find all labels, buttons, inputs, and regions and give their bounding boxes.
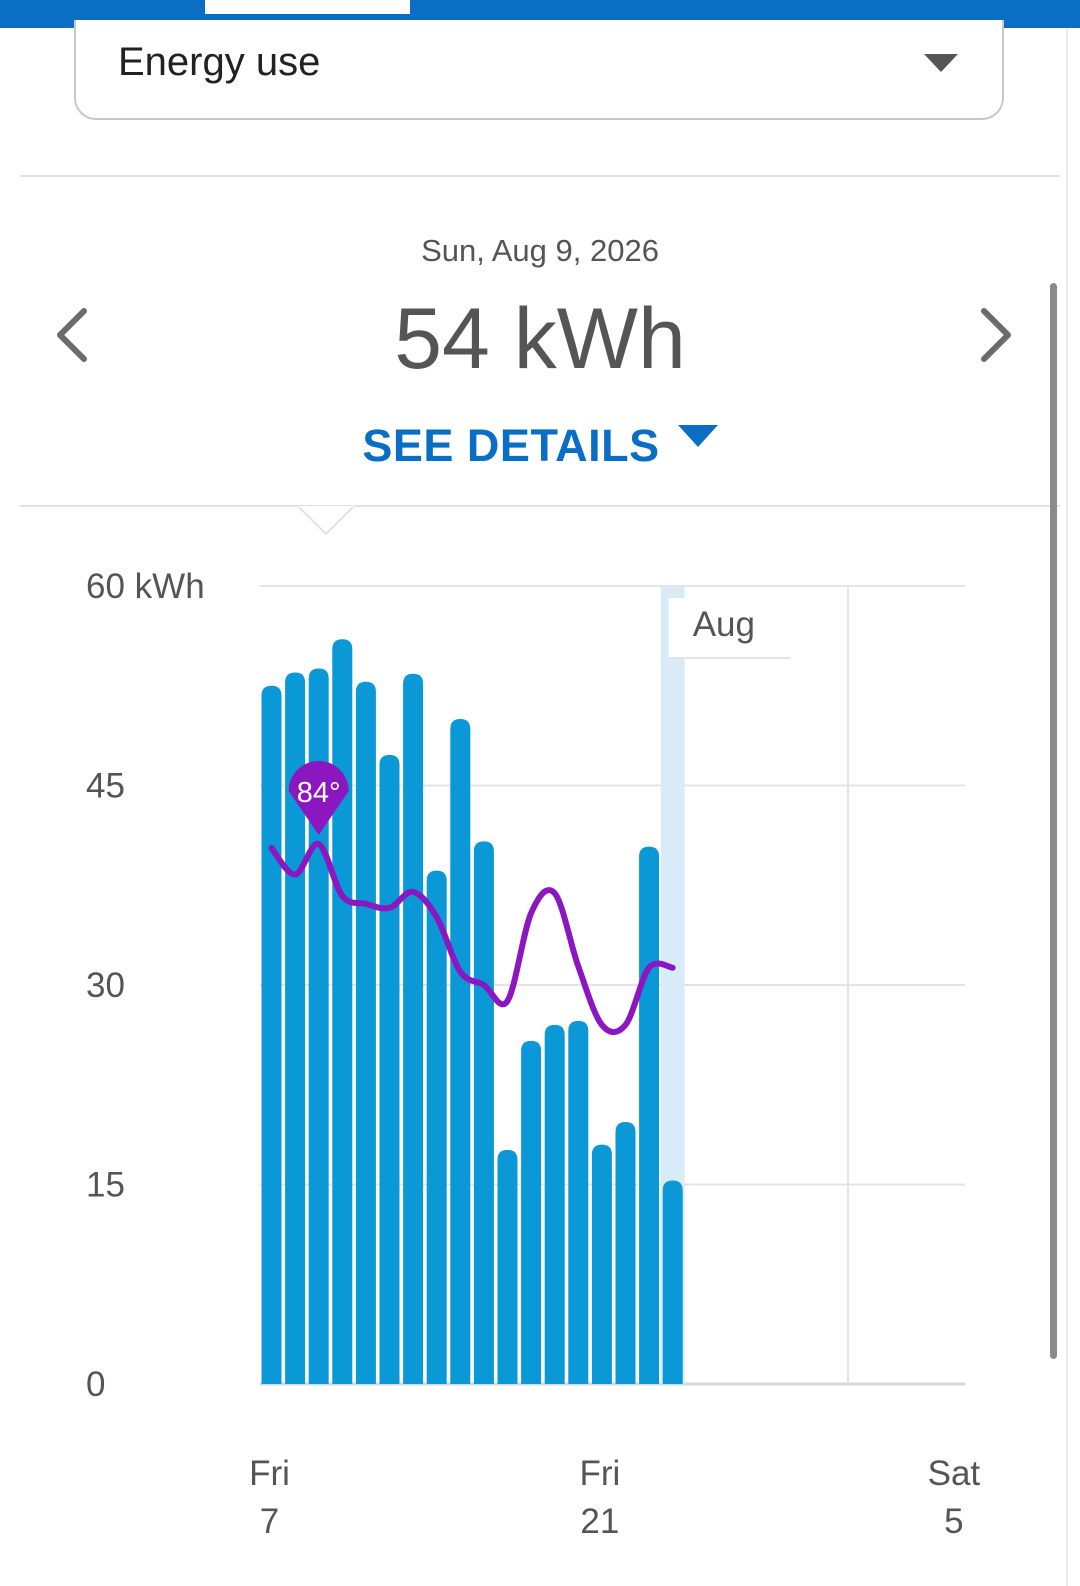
temperature-marker-label: 84°	[297, 777, 341, 809]
x-axis-tick-date: 5	[944, 1502, 963, 1541]
usage-bar	[450, 719, 471, 1384]
usage-bar	[261, 685, 282, 1384]
month-label: Aug	[693, 605, 755, 644]
y-axis-tick-label: 45	[86, 767, 125, 806]
usage-bar	[521, 1040, 542, 1384]
x-axis-tick-day: Sat	[928, 1454, 981, 1493]
selection-pointer	[298, 506, 354, 536]
usage-bar	[426, 870, 447, 1384]
usage-bar	[544, 1024, 565, 1384]
usage-bar	[473, 841, 494, 1384]
temperature-line	[268, 841, 676, 1036]
usage-bar	[568, 1020, 589, 1384]
usage-bar	[379, 754, 400, 1384]
temperature-marker-pin	[288, 761, 349, 835]
usage-bar	[355, 681, 376, 1384]
divider	[20, 505, 1060, 507]
x-axis-tick-day: Fri	[249, 1454, 290, 1493]
page-edge	[1066, 28, 1068, 1586]
next-button[interactable]	[966, 300, 1026, 370]
usage-bar	[662, 1180, 683, 1384]
caret-down-icon	[924, 54, 958, 72]
selected-date: Sun, Aug 9, 2026	[421, 233, 659, 268]
y-axis-tick-label: 0	[86, 1365, 105, 1404]
month-label-box	[668, 598, 791, 658]
metric-select-label: Energy use	[118, 40, 321, 84]
y-axis-tick-label: 30	[86, 966, 125, 1005]
divider	[20, 175, 1060, 177]
see-details-label: SEE DETAILS	[362, 420, 660, 471]
x-axis-tick-day: Fri	[579, 1454, 620, 1493]
chevron-right-icon	[981, 308, 1011, 362]
see-details-button[interactable]: SEE DETAILS	[0, 420, 1080, 472]
usage-bar	[591, 1144, 612, 1384]
usage-bar	[615, 1121, 636, 1384]
y-axis-tick-label: 60 kWh	[86, 567, 205, 606]
usage-bar	[332, 639, 353, 1384]
y-axis-tick-label: 15	[86, 1166, 125, 1205]
usage-bar	[639, 846, 660, 1384]
x-axis-tick-date: 7	[260, 1502, 279, 1541]
usage-bar	[285, 672, 306, 1384]
metric-select[interactable]: Energy use	[74, 20, 1004, 120]
usage-value: 54 kWh	[394, 291, 686, 387]
caret-down-icon	[677, 425, 718, 447]
previous-button[interactable]	[42, 300, 102, 370]
scrollbar[interactable]	[1050, 283, 1057, 1359]
active-tab-indicator	[205, 0, 410, 14]
chevron-left-icon	[57, 308, 87, 362]
x-axis-tick-date: 21	[580, 1502, 619, 1541]
energy-chart: 0 15 30 45 60 kWh Aug 84° Fri 7 Fri 21 Sat 5	[86, 567, 981, 1541]
usage-bar	[497, 1149, 518, 1384]
usage-bar	[403, 673, 424, 1384]
